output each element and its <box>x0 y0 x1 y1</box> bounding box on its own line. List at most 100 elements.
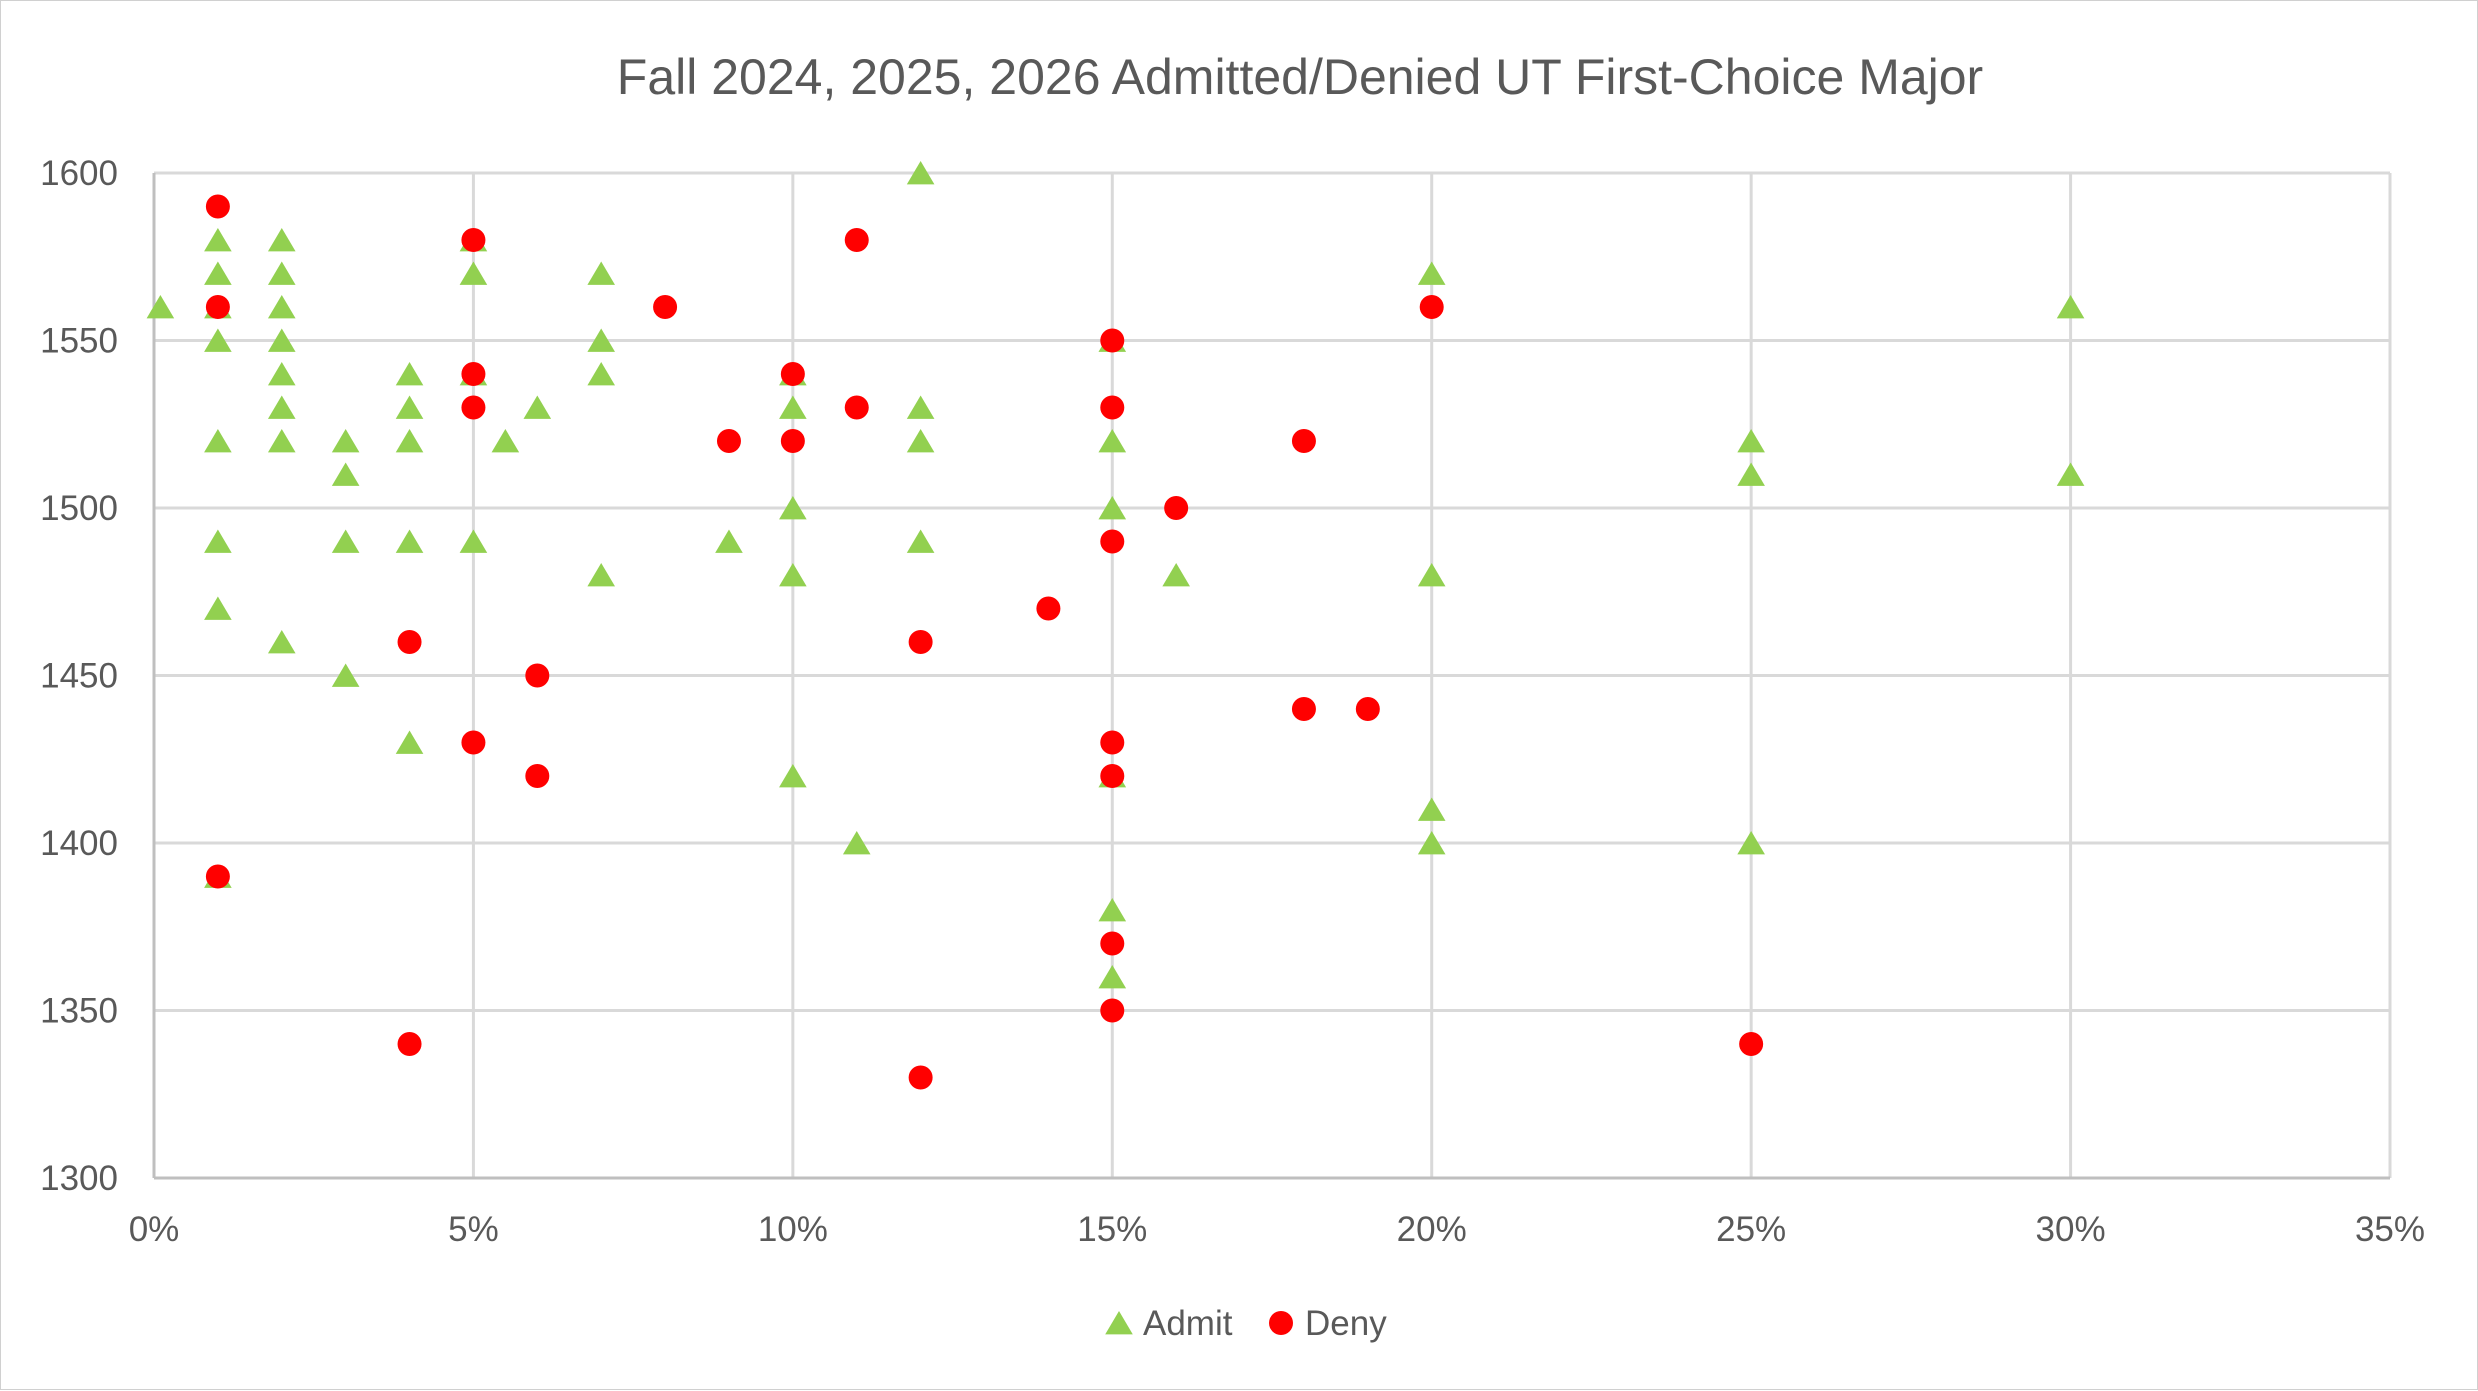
legend[interactable]: Admit Deny <box>1105 1304 1387 1343</box>
grid-layer <box>154 171 2392 1178</box>
admit-point <box>1417 261 1446 285</box>
deny-point <box>1291 697 1316 721</box>
x-tick-label: 20% <box>1397 1210 1467 1249</box>
deny-point <box>461 228 486 252</box>
admit-point <box>842 831 871 855</box>
admit-point <box>779 764 807 788</box>
admit-point <box>395 529 424 553</box>
admit-point <box>906 161 935 185</box>
deny-point <box>397 630 422 654</box>
admit-point <box>395 429 424 453</box>
admit-point <box>779 496 807 520</box>
deny-point <box>205 295 230 319</box>
deny-point <box>1100 730 1125 755</box>
x-tick-label: 30% <box>2036 1210 2106 1249</box>
y-tick-label: 1350 <box>40 992 118 1031</box>
admit-point <box>715 529 743 553</box>
admit-point <box>267 295 296 319</box>
deny-point <box>908 1065 933 1090</box>
admit-point <box>1098 429 1127 453</box>
admit-point <box>1737 831 1765 855</box>
deny-point <box>1164 496 1189 520</box>
admit-point <box>331 529 360 553</box>
x-tick-label: 25% <box>1716 1210 1786 1249</box>
admit-point <box>331 663 360 687</box>
deny-point <box>780 362 805 386</box>
series-admit <box>146 161 2085 989</box>
x-tick-label: 0% <box>129 1210 180 1249</box>
y-tick-label: 1450 <box>40 657 118 696</box>
legend-triangle-icon <box>1105 1311 1133 1335</box>
series-deny <box>205 194 1764 1090</box>
deny-point <box>461 362 486 386</box>
legend-label: Deny <box>1305 1304 1387 1343</box>
deny-point <box>844 228 869 252</box>
admit-point <box>331 462 360 486</box>
deny-point <box>1355 697 1380 721</box>
deny-point <box>1100 395 1125 420</box>
legend-item-admit[interactable]: Admit <box>1105 1304 1233 1343</box>
admit-point <box>587 362 615 386</box>
legend-item-deny[interactable]: Deny <box>1269 1304 1387 1343</box>
x-tick-label: 35% <box>2355 1210 2425 1249</box>
deny-point <box>716 429 741 453</box>
admit-point <box>587 261 615 285</box>
admit-point <box>267 362 296 386</box>
deny-point <box>1419 295 1444 319</box>
y-tick-label: 1500 <box>40 489 118 528</box>
admit-point <box>2056 462 2085 486</box>
admit-point <box>779 563 807 587</box>
admit-point <box>906 429 935 453</box>
admit-point <box>204 529 232 553</box>
admit-point <box>204 429 232 453</box>
admit-point <box>587 328 615 352</box>
deny-point <box>525 764 550 788</box>
admit-point <box>1417 797 1446 821</box>
y-tick-label: 1550 <box>40 322 118 361</box>
chart-title: Fall 2024, 2025, 2026 Admitted/Denied UT… <box>617 49 1983 105</box>
admit-point <box>1098 898 1127 922</box>
admit-point <box>267 228 296 252</box>
deny-point <box>908 630 933 654</box>
deny-point <box>844 395 869 420</box>
admit-point <box>204 261 232 285</box>
admit-point <box>523 395 552 419</box>
deny-point <box>1100 998 1125 1023</box>
admit-point <box>906 395 935 419</box>
admit-point <box>1162 563 1190 587</box>
admit-point <box>204 328 232 352</box>
y-tick-label: 1400 <box>40 824 118 863</box>
x-tick-label: 10% <box>758 1210 828 1249</box>
y-tick-label: 1300 <box>40 1159 118 1198</box>
deny-point <box>1100 328 1125 353</box>
admit-point <box>395 362 424 386</box>
x-tick-label: 5% <box>448 1210 499 1249</box>
admit-point <box>267 395 296 419</box>
axis-layer <box>152 173 2390 1180</box>
admit-point <box>2056 295 2085 319</box>
deny-point <box>1100 764 1125 788</box>
admit-point <box>459 261 488 285</box>
deny-point <box>1291 429 1316 453</box>
admit-point <box>395 395 424 419</box>
admit-point <box>1098 965 1127 989</box>
admit-point <box>204 596 232 620</box>
deny-point <box>461 395 486 420</box>
admit-point <box>267 429 296 453</box>
deny-point <box>1739 1032 1764 1056</box>
deny-point <box>780 429 805 453</box>
legend-label: Admit <box>1143 1304 1233 1343</box>
admit-point <box>491 429 520 453</box>
admit-point <box>267 261 296 285</box>
x-tick-label: 15% <box>1077 1210 1147 1249</box>
deny-point <box>1100 529 1125 554</box>
data-marks <box>146 161 2085 1090</box>
admit-point <box>267 328 296 352</box>
admit-point <box>1417 563 1446 587</box>
admit-point <box>587 563 615 587</box>
y-tick-label: 1600 <box>40 154 118 193</box>
deny-point <box>1036 596 1061 621</box>
admit-point <box>204 228 232 252</box>
admit-point <box>267 630 296 654</box>
